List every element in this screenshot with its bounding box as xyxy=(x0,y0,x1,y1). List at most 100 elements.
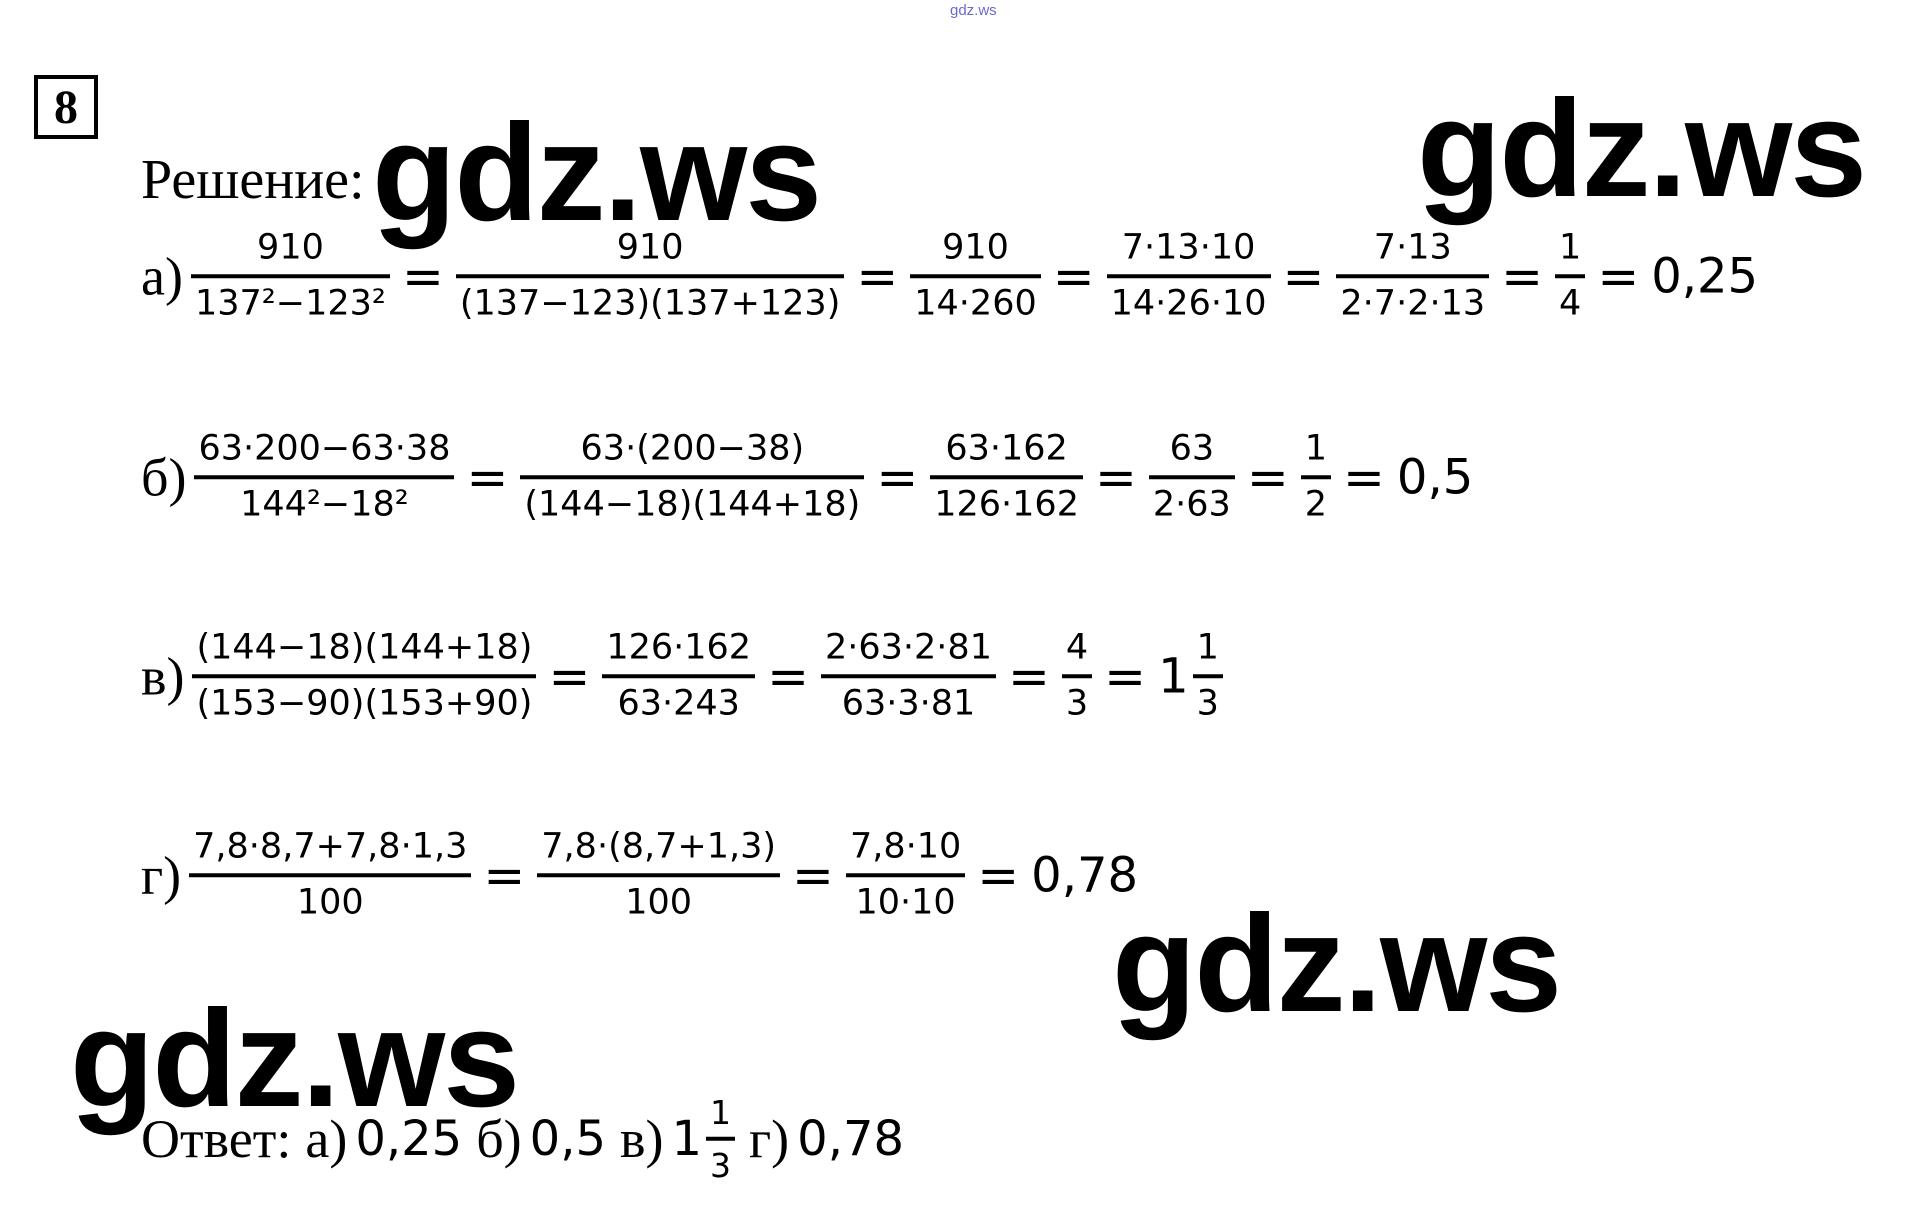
equals-sign: = xyxy=(977,846,1020,904)
numerator: 7·13·10 xyxy=(1106,226,1271,278)
fraction: 126·162 63·243 xyxy=(602,626,756,726)
equals-sign: = xyxy=(1246,448,1289,506)
watermark: gdz.ws xyxy=(1112,887,1562,1041)
result: 0,78 xyxy=(1031,847,1139,903)
fraction: 7·13·10 14·26·10 xyxy=(1106,226,1271,326)
fraction: 63 2·63 xyxy=(1148,427,1235,527)
numerator: 910 xyxy=(910,226,1041,278)
item-label: а) xyxy=(305,1109,348,1169)
fraction: (144−18)(144+18) (153−90)(153+90) xyxy=(192,626,537,726)
equals-sign: = xyxy=(1007,647,1050,705)
fraction: 910 137²−123² xyxy=(190,226,390,326)
result: 0,5 xyxy=(1396,449,1474,505)
numerator: 126·162 xyxy=(602,626,756,678)
denominator: 63·3·81 xyxy=(841,683,976,723)
equals-sign: = xyxy=(1501,247,1544,305)
fraction: 910 (137−123)(137+123) xyxy=(455,226,845,326)
answer-label: Ответ: xyxy=(141,1109,292,1169)
item-label: г) xyxy=(749,1109,790,1169)
equals-sign: = xyxy=(401,247,444,305)
denominator: 137²−123² xyxy=(194,283,386,323)
denominator: 63·243 xyxy=(617,683,740,723)
denominator: 144²−18² xyxy=(240,484,409,524)
equals-sign: = xyxy=(483,846,526,904)
answer: Ответ: а) 0,25 б) 0,5 в) 1 1 3 г) 0,78 xyxy=(141,1092,904,1187)
numerator: 7,8·8,7+7,8·1,3 xyxy=(189,825,472,877)
denominator: 3 xyxy=(710,1146,732,1185)
numerator: 2·63·2·81 xyxy=(820,626,996,678)
fraction: 63·200−63·38 144²−18² xyxy=(194,427,455,527)
result: 0,25 xyxy=(1651,248,1759,304)
numerator: 7,8·(8,7+1,3) xyxy=(537,825,781,877)
solution-row: б) 63·200−63·38 144²−18² = 63·(200−38) (144−1… xyxy=(141,427,1473,527)
fraction: 63·162 126·162 xyxy=(930,427,1083,527)
numerator: 63·(200−38) xyxy=(520,427,865,479)
watermark: gdz.ws xyxy=(70,982,520,1136)
numerator: 910 xyxy=(455,226,845,278)
fraction: 7,8·8,7+7,8·1,3 100 xyxy=(189,825,472,925)
numerator: (144−18)(144+18) xyxy=(192,626,537,678)
watermark: gdz.ws xyxy=(372,96,822,250)
denominator: (144−18)(144+18) xyxy=(524,484,861,524)
solution-row: а) 910 137²−123² = 910 (137−123)(137+123) = 910… xyxy=(141,226,1758,326)
numerator: 63 xyxy=(1148,427,1235,479)
equals-sign: = xyxy=(767,647,809,705)
denominator: 2·63 xyxy=(1152,484,1231,524)
equals-sign: = xyxy=(856,247,899,305)
numerator: 63·162 xyxy=(930,427,1083,479)
whole-part: 1 xyxy=(1158,648,1189,704)
solution-row: г) 7,8·8,7+7,8·1,3 100 = 7,8·(8,7+1,3) 100 = 7,… xyxy=(141,825,1138,925)
fraction: 63·(200−38) (144−18)(144+18) xyxy=(520,427,865,527)
fraction: 7,8·(8,7+1,3) 100 xyxy=(537,825,781,925)
item-label: б) xyxy=(476,1109,522,1169)
watermark: gdz.ws xyxy=(1417,72,1867,226)
numerator: 7,8·10 xyxy=(845,825,966,877)
denominator: (153−90)(153+90) xyxy=(196,683,533,723)
equals-sign: = xyxy=(1052,247,1095,305)
numerator: 1 xyxy=(1300,427,1331,479)
result: 0,25 xyxy=(355,1111,463,1167)
denominator: 126·162 xyxy=(934,484,1079,524)
denominator: 10·10 xyxy=(855,882,956,922)
numerator: 7·13 xyxy=(1336,226,1490,278)
denominator: 4 xyxy=(1559,283,1582,323)
denominator: 100 xyxy=(625,882,693,922)
whole-part: 1 xyxy=(671,1111,703,1167)
fraction: 7·13 2·7·2·13 xyxy=(1336,226,1490,326)
row-label: б) xyxy=(141,447,187,507)
solution-row: в) (144−18)(144+18) (153−90)(153+90) = 126·1… xyxy=(141,626,1223,726)
denominator: 3 xyxy=(1065,683,1089,723)
result: 0,78 xyxy=(797,1111,905,1167)
equals-sign: = xyxy=(1094,448,1137,506)
equals-sign: = xyxy=(1104,647,1147,705)
equals-sign: = xyxy=(876,448,919,506)
item-label: в) xyxy=(620,1109,664,1169)
fraction: 7,8·10 10·10 xyxy=(845,825,966,925)
numerator: 1 xyxy=(706,1092,736,1141)
fraction: 2·63·2·81 63·3·81 xyxy=(820,626,996,726)
row-label: в) xyxy=(141,646,185,706)
equals-sign: = xyxy=(1343,448,1385,506)
denominator: 2 xyxy=(1304,484,1327,524)
denominator: (137−123)(137+123) xyxy=(459,283,841,323)
numerator: 4 xyxy=(1061,626,1093,678)
fraction: 910 14·260 xyxy=(910,226,1041,326)
numerator: 910 xyxy=(190,226,390,278)
numerator: 63·200−63·38 xyxy=(194,427,455,479)
row-label: а) xyxy=(141,246,183,306)
result: 0,5 xyxy=(529,1111,606,1167)
denominator: 14·26·10 xyxy=(1110,283,1267,323)
equals-sign: = xyxy=(1282,247,1325,305)
denominator: 100 xyxy=(296,882,364,922)
equals-sign: = xyxy=(792,846,834,904)
row-label: г) xyxy=(141,845,182,905)
task-number: 8 xyxy=(34,75,98,139)
equals-sign: = xyxy=(548,647,591,705)
denominator: 3 xyxy=(1196,683,1219,723)
